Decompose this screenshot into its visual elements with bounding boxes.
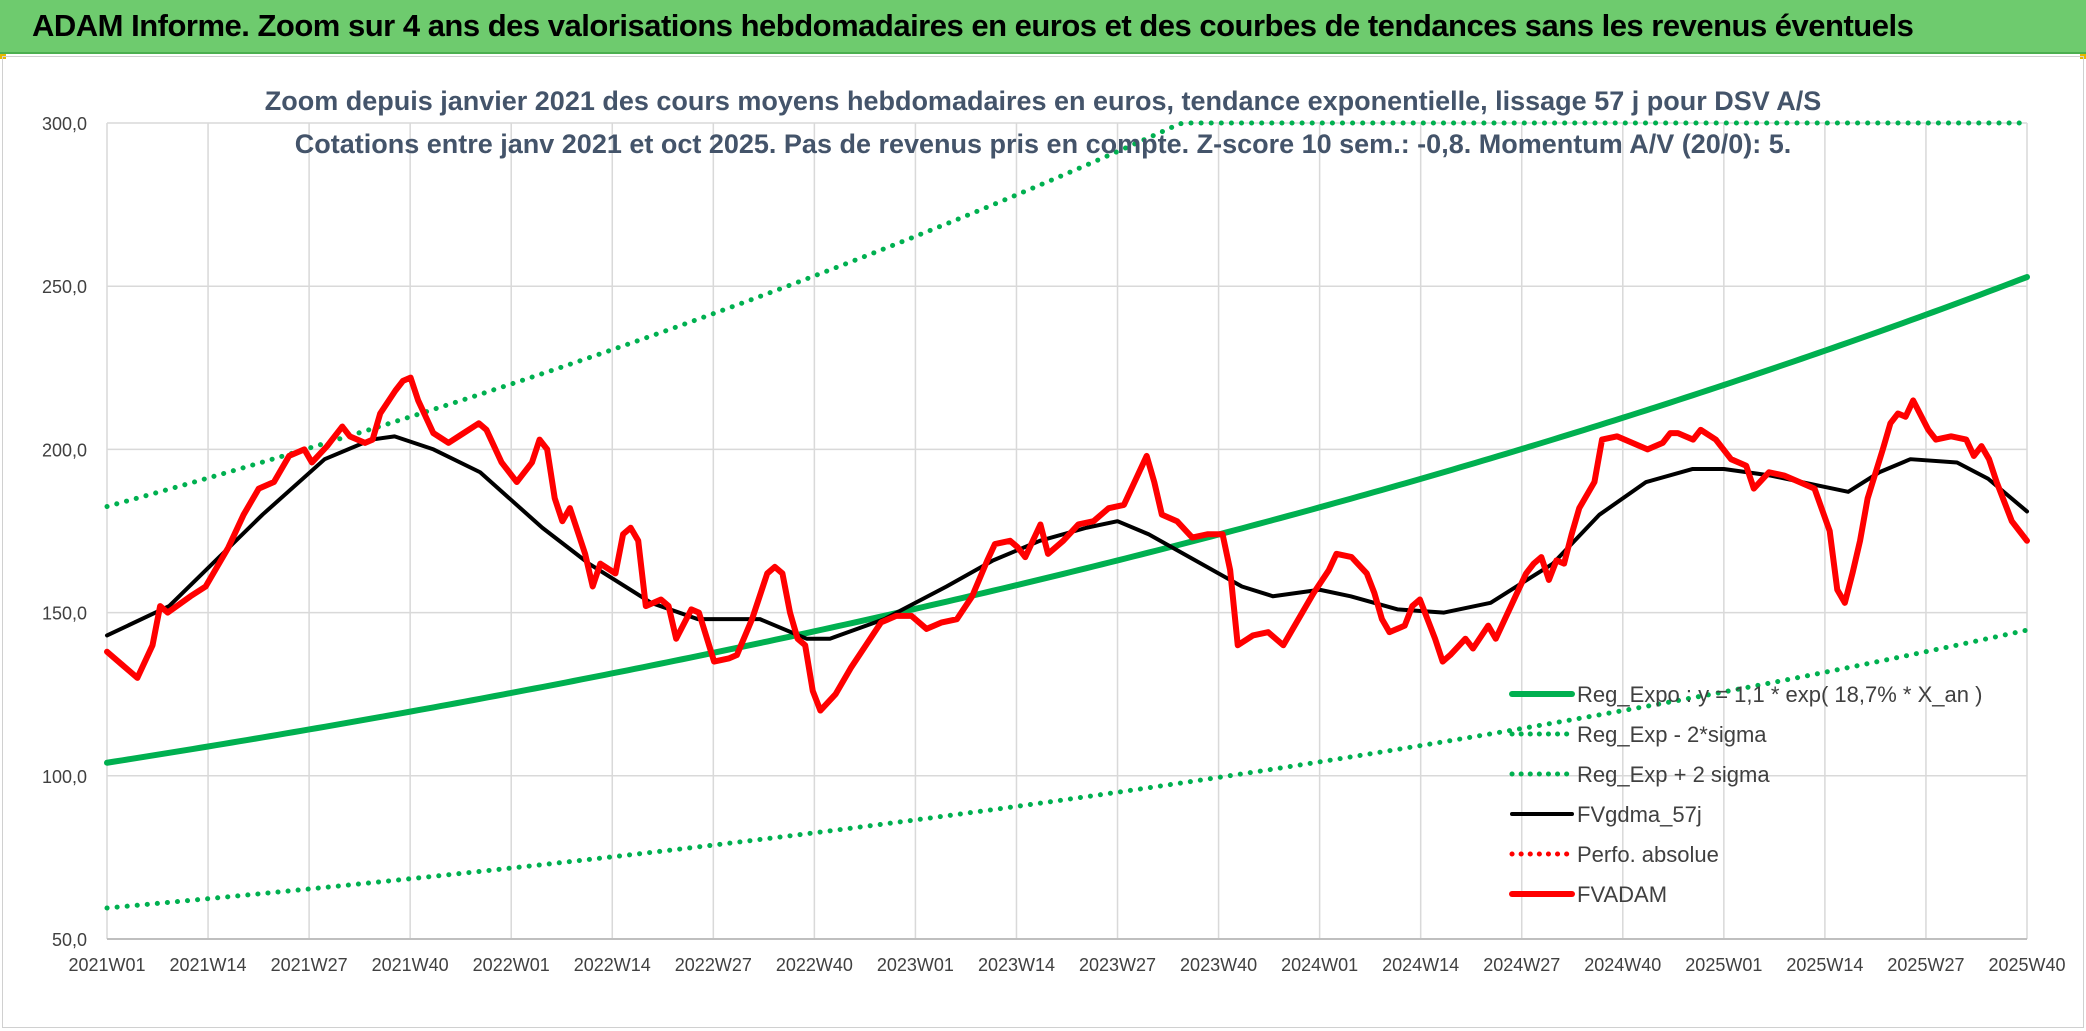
x-tick-label: 2023W27 [1079,955,1156,975]
x-tick-label: 2023W14 [978,955,1055,975]
x-tick-label: 2022W14 [574,955,651,975]
x-tick-label: 2022W40 [776,955,853,975]
legend-label-4: Perfo. absolue [1577,842,1719,867]
chart-frame [2,56,2084,1028]
x-tick-label: 2021W40 [372,955,449,975]
legend-label-2: Reg_Exp + 2 sigma [1577,762,1770,787]
series-line-2 [104,120,2030,510]
x-tick-label: 2024W40 [1584,955,1661,975]
legend-label-0: Reg_Expo : y = 1,1 * exp( 18,7% * X_an ) [1577,682,1982,707]
legend-label-3: FVgdma_57j [1577,802,1702,827]
x-tick-label: 2023W40 [1180,955,1257,975]
x-tick-label: 2024W27 [1483,955,1560,975]
report-banner: ADAM Informe. Zoom sur 4 ans des valoris… [0,0,2086,54]
y-tick-label: 150,0 [42,604,87,624]
x-tick-label: 2024W01 [1281,955,1358,975]
report-title: ADAM Informe. Zoom sur 4 ans des valoris… [32,8,1914,43]
series-line-0 [104,274,2030,766]
x-tick-label: 2022W01 [473,955,550,975]
x-tick-label: 2023W01 [877,955,954,975]
y-tick-label: 50,0 [52,930,87,950]
grid-lines [106,122,2028,940]
y-tick-label: 250,0 [42,277,87,297]
x-tick-label: 2021W01 [68,955,145,975]
x-tick-label: 2024W14 [1382,955,1459,975]
x-tick-label: 2025W14 [1786,955,1863,975]
chart-title: Zoom depuis janvier 2021 des cours moyen… [265,86,1822,116]
x-tick-label: 2021W27 [271,955,348,975]
chart-subtitle: Cotations entre janv 2021 et oct 2025. P… [295,129,1792,159]
legend-label-1: Reg_Exp - 2*sigma [1577,722,1767,747]
legend-label-5: FVADAM [1577,882,1667,907]
y-tick-label: 300,0 [42,114,87,134]
chart-legend: Reg_Expo : y = 1,1 * exp( 18,7% * X_an )… [1509,682,1982,907]
series-line-1 [104,627,2030,911]
y-tick-label: 100,0 [42,767,87,787]
x-tick-label: 2025W01 [1685,955,1762,975]
y-axis-ticks: 50,0 100,0 150,0 200,0 250,0 300,0 [42,114,87,950]
series-group [104,120,2030,911]
series-line-5 [104,374,2030,714]
y-tick-label: 200,0 [42,440,87,460]
x-tick-label: 2022W27 [675,955,752,975]
x-tick-label: 2025W27 [1887,955,1964,975]
x-tick-label: 2021W14 [170,955,247,975]
x-tick-label: 2025W40 [1988,955,2065,975]
x-axis-ticks: 2021W01 2021W14 2021W27 2021W40 2022W01 2022W… [68,955,2065,975]
